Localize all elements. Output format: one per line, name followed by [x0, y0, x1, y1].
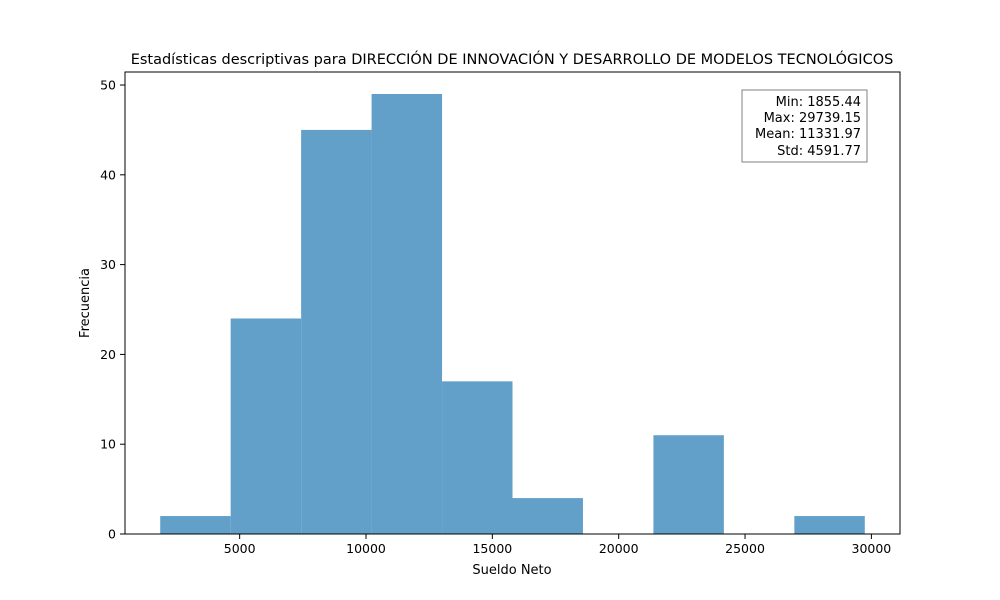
y-tick-label: 40	[100, 167, 116, 182]
stats-std: Std: 4591.77	[777, 144, 861, 159]
stats-box: Min: 1855.44 Max: 29739.15 Mean: 11331.9…	[741, 89, 868, 163]
y-tick-label: 30	[100, 257, 116, 272]
histogram-bar	[371, 94, 443, 534]
y-tick-label: 10	[100, 437, 116, 452]
histogram-bars	[160, 94, 865, 534]
histogram-bar	[230, 318, 302, 534]
histogram-bar	[653, 435, 724, 534]
y-tick-label: 0	[108, 527, 116, 542]
plot-frame	[124, 71, 901, 535]
histogram-bar	[512, 498, 583, 534]
histogram-bar	[442, 381, 513, 534]
x-tick-label: 5000	[224, 541, 256, 556]
y-tick-label: 20	[100, 347, 116, 362]
x-axis-ticks: 5000 10000 15000 20000 25000 30000	[224, 534, 892, 556]
x-tick-label: 30000	[852, 541, 892, 556]
x-tick-label: 15000	[472, 541, 512, 556]
histogram-bar	[301, 129, 372, 534]
stats-min: Min: 1855.44	[776, 95, 861, 110]
chart-title: Estadísticas descriptivas para DIRECCIÓN…	[131, 50, 894, 68]
x-axis-label: Sueldo Neto	[472, 563, 551, 578]
histogram-bar	[160, 516, 231, 534]
y-axis-label: Frecuencia	[78, 268, 93, 338]
stats-mean: Mean: 11331.97	[755, 127, 861, 142]
x-tick-label: 25000	[725, 541, 765, 556]
stats-box-frame	[741, 89, 868, 163]
x-tick-label: 10000	[346, 541, 386, 556]
y-axis-ticks: 0 10 20 30 40 50	[100, 78, 125, 542]
histogram-bar	[794, 516, 865, 534]
stats-max: Max: 29739.15	[764, 111, 861, 126]
x-tick-label: 20000	[599, 541, 639, 556]
y-tick-label: 50	[100, 78, 116, 93]
